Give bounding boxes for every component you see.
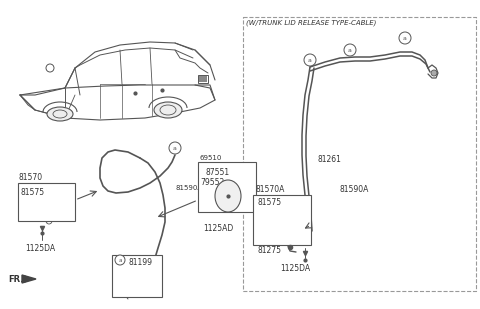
Bar bbox=[18, 183, 75, 221]
Ellipse shape bbox=[154, 102, 182, 118]
Text: 1125DA: 1125DA bbox=[25, 244, 55, 253]
Text: a: a bbox=[348, 48, 352, 53]
Bar bbox=[198, 75, 208, 83]
Text: 87551: 87551 bbox=[206, 168, 230, 177]
Text: 79552: 79552 bbox=[200, 178, 224, 187]
Text: 69510: 69510 bbox=[200, 155, 222, 161]
Circle shape bbox=[169, 142, 181, 154]
Text: FR.: FR. bbox=[8, 275, 24, 284]
Circle shape bbox=[304, 54, 316, 66]
Bar bbox=[253, 195, 311, 245]
Text: 81590A: 81590A bbox=[175, 185, 202, 191]
Text: 1125AD: 1125AD bbox=[203, 224, 233, 233]
Circle shape bbox=[344, 44, 356, 56]
Circle shape bbox=[399, 32, 411, 44]
Circle shape bbox=[46, 64, 54, 72]
Text: 81261: 81261 bbox=[318, 155, 342, 164]
Bar bbox=[199, 76, 207, 82]
Text: 81575: 81575 bbox=[20, 188, 44, 197]
Text: a: a bbox=[118, 257, 122, 263]
Text: a: a bbox=[308, 57, 312, 62]
Bar bbox=[112, 255, 162, 297]
Text: 81590A: 81590A bbox=[340, 185, 370, 194]
Polygon shape bbox=[22, 275, 36, 283]
Text: 1125DA: 1125DA bbox=[280, 264, 310, 273]
Text: 81275: 81275 bbox=[257, 246, 281, 255]
Text: 81570: 81570 bbox=[18, 173, 42, 182]
Bar bbox=[198, 162, 256, 212]
Text: 81575: 81575 bbox=[258, 198, 282, 207]
Text: a: a bbox=[173, 146, 177, 150]
Text: 81199: 81199 bbox=[128, 258, 152, 267]
Text: 81570A: 81570A bbox=[256, 185, 286, 194]
Ellipse shape bbox=[47, 107, 73, 121]
Ellipse shape bbox=[215, 180, 241, 212]
Text: (W/TRUNK LID RELEASE TYPE-CABLE): (W/TRUNK LID RELEASE TYPE-CABLE) bbox=[246, 19, 376, 26]
Circle shape bbox=[431, 70, 437, 76]
Circle shape bbox=[115, 255, 125, 265]
Bar bbox=[243, 17, 476, 291]
Text: a: a bbox=[403, 36, 407, 40]
